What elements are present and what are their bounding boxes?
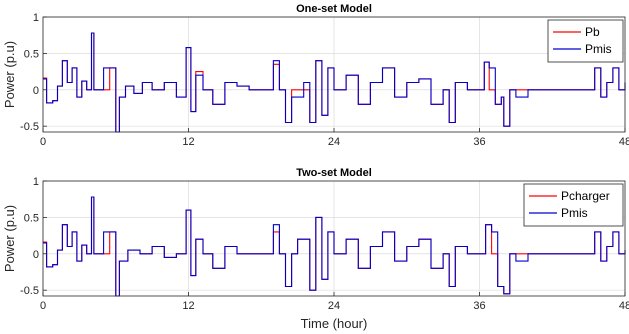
legend-box xyxy=(547,19,624,63)
chart-one-set-model: 0 12 24 36 48-0.500.51 One-set Model Power (… xyxy=(2,3,629,148)
y-tick-label: -0.5 xyxy=(20,285,39,297)
y-tick-label: 1 xyxy=(33,12,39,24)
legend-label-pcharger: Pcharger xyxy=(561,189,610,203)
legend-label-pb: Pb xyxy=(585,25,600,39)
legend-box xyxy=(523,183,624,227)
series-line-pmis xyxy=(43,196,626,297)
y-tick-label: 0.5 xyxy=(24,48,39,60)
tick-labels: 0 12 24 36 48-0.500.51 xyxy=(20,12,629,148)
chart-two-set-model: 0 12 24 36 48-0.500.51 Two-set Model Power (… xyxy=(2,167,629,331)
x-tick-label: 48 xyxy=(619,136,629,148)
legend: Pcharger Pmis xyxy=(523,183,624,227)
series-lines xyxy=(43,196,626,297)
chart-title: One-set Model xyxy=(296,3,372,15)
x-tick-label: 36 xyxy=(473,300,485,312)
y-axis-label: Power (p.u) xyxy=(2,41,17,108)
x-tick-label: 36 xyxy=(473,136,485,148)
chart-title: Two-set Model xyxy=(296,167,372,179)
y-tick-label: 0.5 xyxy=(24,212,39,224)
x-tick-label: 12 xyxy=(182,300,194,312)
y-tick-label: 0 xyxy=(33,85,39,97)
x-tick-label: 0 xyxy=(40,136,46,148)
tick-labels: 0 12 24 36 48-0.500.51 xyxy=(20,176,629,312)
y-axis-label: Power (p.u) xyxy=(2,205,17,272)
x-tick-label: 0 xyxy=(40,300,46,312)
x-axis-label: Time (hour) xyxy=(301,316,368,331)
legend-label-pmis: Pmis xyxy=(585,42,612,56)
series-line-pmis xyxy=(43,32,626,133)
series-lines xyxy=(43,32,626,133)
legend-label-pmis: Pmis xyxy=(561,206,588,220)
y-tick-label: 0 xyxy=(33,249,39,261)
legend: Pb Pmis xyxy=(547,19,624,63)
x-tick-label: 24 xyxy=(328,300,340,312)
y-tick-label: 1 xyxy=(33,176,39,188)
x-tick-label: 12 xyxy=(182,136,194,148)
y-tick-label: -0.5 xyxy=(20,121,39,133)
x-tick-label: 48 xyxy=(619,300,629,312)
x-tick-label: 24 xyxy=(328,136,340,148)
